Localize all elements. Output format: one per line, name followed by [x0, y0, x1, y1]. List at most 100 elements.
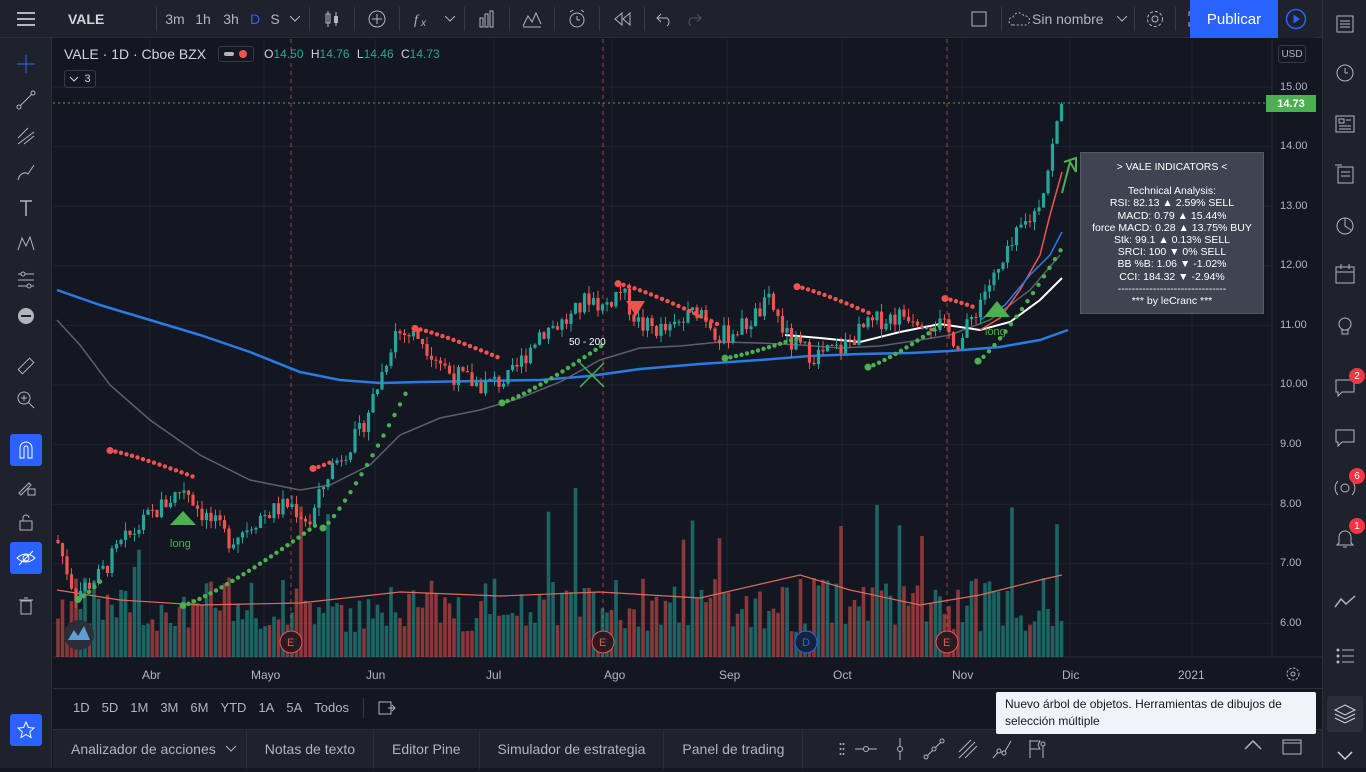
- volume-bar: [407, 593, 411, 657]
- candle-body: [555, 326, 560, 330]
- interval-1h[interactable]: 1h: [195, 10, 211, 27]
- vertical-line-icon[interactable]: [885, 734, 915, 764]
- prediction-icon[interactable]: [10, 264, 42, 296]
- divider: [1001, 6, 1002, 31]
- news-icon[interactable]: [1329, 108, 1361, 140]
- chevron-down-icon[interactable]: [1114, 0, 1130, 38]
- svg-text:E: E: [599, 637, 606, 649]
- templates-icon[interactable]: [514, 0, 550, 38]
- interval-d[interactable]: D: [249, 10, 261, 27]
- range-6m[interactable]: 6M: [190, 700, 209, 715]
- indicators-collapse-button[interactable]: 3: [64, 70, 96, 88]
- calendar-icon[interactable]: [1329, 258, 1361, 290]
- alert-clock-icon[interactable]: [559, 0, 595, 38]
- interval-s[interactable]: S: [270, 10, 280, 27]
- range-todos[interactable]: Todos: [314, 700, 349, 715]
- dom-icon[interactable]: [1329, 640, 1361, 672]
- range-ytd[interactable]: YTD: [220, 700, 247, 715]
- sar-dot: [1041, 274, 1047, 279]
- chevron-down-icon[interactable]: [285, 0, 305, 38]
- pattern-icon[interactable]: [10, 228, 42, 260]
- publish-button[interactable]: Publicar: [1190, 0, 1278, 38]
- volume-bar: [996, 591, 1001, 657]
- object-tree-icon[interactable]: [1327, 696, 1363, 732]
- drag-handle-icon[interactable]: [837, 734, 847, 764]
- settings-gear-icon[interactable]: [1286, 667, 1300, 681]
- magnet-icon[interactable]: [10, 434, 42, 466]
- text-tool-icon[interactable]: [10, 192, 42, 224]
- interval-3m[interactable]: 3m: [165, 10, 185, 27]
- interval-3h[interactable]: 3h: [223, 10, 239, 27]
- menu-icon[interactable]: [0, 0, 52, 38]
- layout-name[interactable]: Sin nombre: [1032, 10, 1104, 27]
- zoom-in-icon[interactable]: [10, 384, 42, 416]
- brush-icon[interactable]: [10, 156, 42, 188]
- messages-icon[interactable]: [1329, 422, 1361, 454]
- redo-icon[interactable]: [679, 0, 709, 38]
- chevron-down-icon[interactable]: [1329, 740, 1361, 772]
- sar-dot: [986, 349, 992, 354]
- price-chart[interactable]: long long 50 - 200 E E D E: [53, 39, 1322, 687]
- path-icon[interactable]: [987, 734, 1017, 764]
- tab-stock-screener[interactable]: Analizador de acciones: [53, 729, 247, 769]
- lightbulb-icon[interactable]: [1329, 310, 1361, 342]
- symbol-search[interactable]: VALE: [68, 10, 105, 27]
- trash-icon[interactable]: [10, 590, 42, 622]
- crosshair-icon[interactable]: [10, 48, 42, 80]
- sar-dot: [1036, 282, 1041, 287]
- chevron-down-icon[interactable]: [440, 0, 460, 38]
- tab-text-notes[interactable]: Notas de texto: [247, 729, 375, 769]
- hotlist-icon[interactable]: [1329, 210, 1361, 242]
- cloud-icon[interactable]: [1006, 0, 1032, 38]
- alarm-clock-icon[interactable]: [1329, 56, 1361, 88]
- currency-label[interactable]: USD: [1278, 45, 1306, 63]
- range-5a[interactable]: 5A: [286, 700, 303, 715]
- data-window-icon[interactable]: [1329, 158, 1361, 190]
- pitchfork-icon[interactable]: [10, 120, 42, 152]
- sar-dot: [887, 354, 893, 360]
- volume-bar: [654, 596, 659, 657]
- trend-line-icon[interactable]: [919, 734, 949, 764]
- legend-title[interactable]: VALE · 1D · Cboe BZX: [64, 46, 207, 62]
- replay-icon[interactable]: [604, 0, 640, 38]
- watchlist-icon[interactable]: [1329, 8, 1361, 40]
- financials-icon[interactable]: [469, 0, 505, 38]
- trend-icon[interactable]: [1329, 586, 1361, 618]
- flag-icon[interactable]: [1021, 734, 1051, 764]
- candles-icon[interactable]: [314, 0, 350, 38]
- maximize-panel-icon[interactable]: [1282, 739, 1302, 760]
- bell-icon[interactable]: 1: [1329, 518, 1365, 554]
- tab-trading-panel[interactable]: Panel de trading: [664, 729, 804, 769]
- star-icon[interactable]: [10, 714, 42, 746]
- gear-icon[interactable]: [1139, 0, 1171, 38]
- ideas-stream-icon[interactable]: 6: [1329, 468, 1365, 504]
- lock-icon[interactable]: [10, 506, 42, 538]
- fullscreen-layout-icon[interactable]: [961, 0, 997, 38]
- candle-body: [366, 412, 371, 432]
- parallel-channel-icon[interactable]: [953, 734, 983, 764]
- chat-icon[interactable]: 2: [1329, 368, 1365, 404]
- horizontal-line-icon[interactable]: [851, 734, 881, 764]
- chevron-up-icon[interactable]: [1244, 738, 1262, 756]
- undo-icon[interactable]: [649, 0, 679, 38]
- eye-toggle-icon[interactable]: [218, 46, 255, 62]
- range-5d[interactable]: 5D: [101, 700, 119, 715]
- candle-body: [708, 321, 713, 329]
- range-1a[interactable]: 1A: [258, 700, 275, 715]
- lock-drawing-icon[interactable]: [10, 470, 42, 502]
- range-1d[interactable]: 1D: [73, 700, 90, 715]
- hide-drawings-icon[interactable]: [10, 542, 42, 574]
- tab-strategy-tester[interactable]: Simulador de estrategia: [480, 729, 665, 769]
- sar-dot: [766, 344, 772, 350]
- trend-line-icon[interactable]: [10, 84, 42, 116]
- play-icon[interactable]: [1278, 0, 1314, 38]
- ruler-icon[interactable]: [10, 350, 42, 382]
- compare-add-icon[interactable]: [359, 0, 395, 38]
- range-1m[interactable]: 1M: [130, 700, 149, 715]
- goto-date-icon[interactable]: [378, 700, 396, 716]
- remove-icon[interactable]: [10, 300, 42, 332]
- range-3m[interactable]: 3M: [160, 700, 179, 715]
- chevron-down-icon[interactable]: [224, 745, 238, 753]
- tab-pine-editor[interactable]: Editor Pine: [374, 729, 480, 769]
